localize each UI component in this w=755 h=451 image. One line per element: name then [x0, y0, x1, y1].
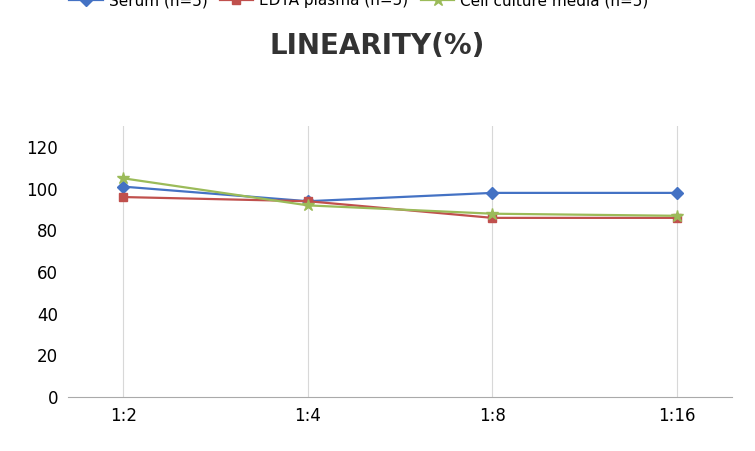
Cell culture media (n=5)	[488, 211, 497, 216]
Serum (n=5)	[304, 198, 313, 204]
Cell culture media (n=5)	[304, 202, 313, 208]
Line: Serum (n=5): Serum (n=5)	[119, 183, 681, 205]
Serum (n=5)	[673, 190, 682, 196]
Line: Cell culture media (n=5): Cell culture media (n=5)	[117, 172, 683, 222]
Text: LINEARITY(%): LINEARITY(%)	[270, 32, 485, 60]
Legend: Serum (n=5), EDTA plasma (n=5), Cell culture media (n=5): Serum (n=5), EDTA plasma (n=5), Cell cul…	[69, 0, 649, 8]
EDTA plasma (n=5)	[488, 215, 497, 221]
EDTA plasma (n=5)	[673, 215, 682, 221]
Line: EDTA plasma (n=5): EDTA plasma (n=5)	[119, 193, 681, 222]
EDTA plasma (n=5)	[304, 198, 313, 204]
EDTA plasma (n=5)	[119, 194, 128, 200]
Cell culture media (n=5)	[119, 175, 128, 181]
Serum (n=5)	[488, 190, 497, 196]
Serum (n=5)	[119, 184, 128, 189]
Cell culture media (n=5)	[673, 213, 682, 218]
